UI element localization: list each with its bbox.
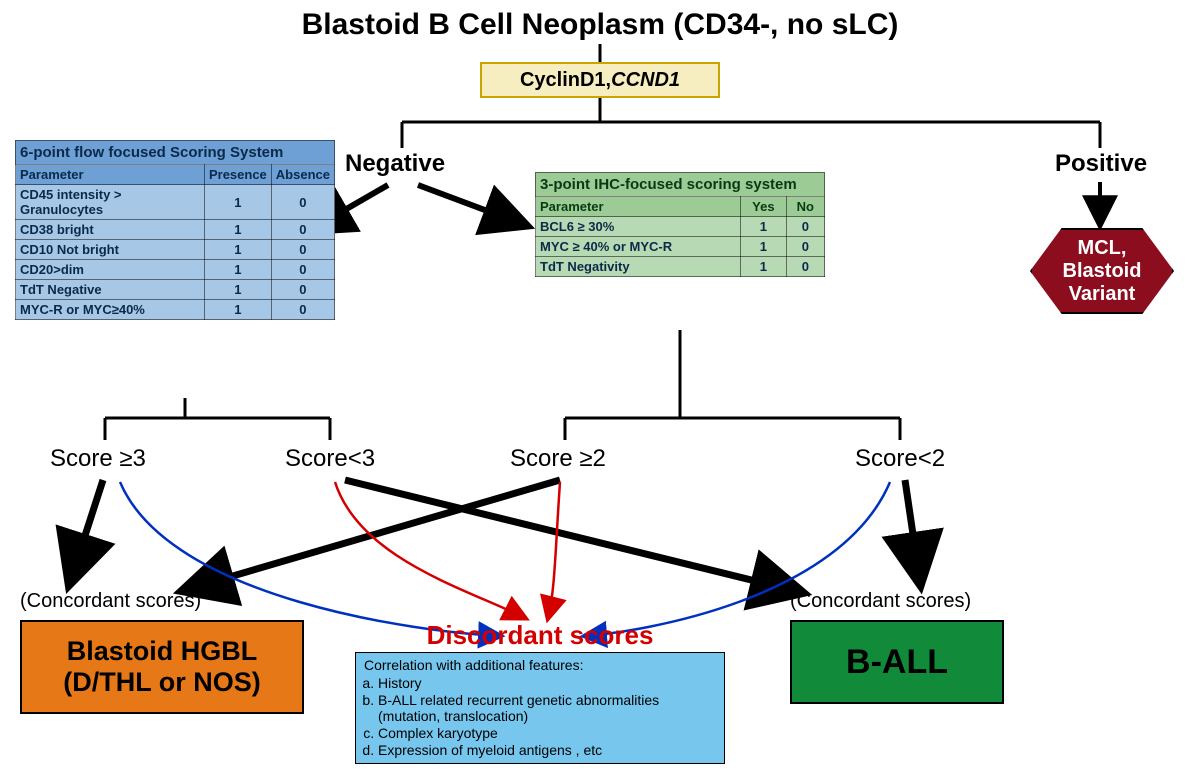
sys3-r1c2: 0	[786, 237, 824, 257]
sys6-r3c2: 0	[271, 260, 334, 280]
sys3-r2c1: 1	[741, 257, 787, 277]
cyclin-box: CyclinD1, CCND1	[480, 62, 720, 98]
details-item-0: History	[378, 675, 716, 691]
details-header: Correlation with additional features:	[364, 657, 716, 673]
hex-mcl: MCL, Blastoid Variant	[1030, 228, 1174, 314]
sys6-r4c0: TdT Negative	[16, 280, 205, 300]
score-3-hi: Score ≥2	[510, 445, 606, 473]
details-item-2: Complex karyotype	[378, 725, 716, 741]
sys6-container: 6-point flow focused Scoring System Para…	[15, 140, 335, 320]
sys6-r2c2: 0	[271, 240, 334, 260]
sys6-h2: Absence	[271, 165, 334, 185]
sys3-h2: No	[786, 197, 824, 217]
diagram-title: Blastoid B Cell Neoplasm (CD34-, no sLC)	[0, 8, 1200, 42]
sys6-r1c0: CD38 bright	[16, 220, 205, 240]
sys6-r5c1: 1	[204, 300, 271, 320]
score-6-hi: Score ≥3	[50, 445, 146, 473]
sys6-r3c0: CD20>dim	[16, 260, 205, 280]
sys3-r2c2: 0	[786, 257, 824, 277]
sys6-h1: Presence	[204, 165, 271, 185]
sys6-r0c0: CD45 intensity > Granulocytes	[16, 185, 205, 220]
branch-positive: Positive	[1055, 150, 1147, 178]
sys3-r2c0: TdT Negativity	[536, 257, 741, 277]
sys3-r0c1: 1	[741, 217, 787, 237]
sys6-title: 6-point flow focused Scoring System	[15, 140, 335, 164]
concordant-right: (Concordant scores)	[790, 590, 971, 613]
branch-negative: Negative	[345, 150, 445, 178]
details-item-3: Expression of myeloid antigens , etc	[378, 742, 716, 758]
sys6-r0c2: 0	[271, 185, 334, 220]
cyclin-label-plain: CyclinD1,	[520, 69, 611, 92]
hex-line1: MCL,	[1078, 237, 1127, 259]
sys6-r4c2: 0	[271, 280, 334, 300]
sys3-title: 3-point IHC-focused scoring system	[535, 172, 825, 196]
sys6-r4c1: 1	[204, 280, 271, 300]
details-list: History B-ALL related recurrent genetic …	[378, 675, 716, 758]
details-item-1: B-ALL related recurrent genetic abnormal…	[378, 692, 716, 724]
sys6-r1c1: 1	[204, 220, 271, 240]
sys6-r5c2: 0	[271, 300, 334, 320]
sys3-r1c1: 1	[741, 237, 787, 257]
concordant-left: (Concordant scores)	[20, 590, 201, 613]
sys3-r0c0: BCL6 ≥ 30%	[536, 217, 741, 237]
sys3-table: Parameter Yes No BCL6 ≥ 30%10 MYC ≥ 40% …	[535, 196, 825, 277]
sys3-r1c0: MYC ≥ 40% or MYC-R	[536, 237, 741, 257]
hex-line2: Blastoid	[1063, 260, 1142, 282]
sys6-r1c2: 0	[271, 220, 334, 240]
sys6-r5c0: MYC-R or MYC≥40%	[16, 300, 205, 320]
sys6-table: Parameter Presence Absence CD45 intensit…	[15, 164, 335, 320]
sys3-r0c2: 0	[786, 217, 824, 237]
sys3-h1: Yes	[741, 197, 787, 217]
score-3-lo: Score<2	[855, 445, 945, 473]
outcome-ball: B-ALL	[790, 620, 1004, 704]
discordant-title: Discordant scores	[400, 620, 680, 651]
hex-line3: Variant	[1069, 283, 1136, 305]
sys3-h0: Parameter	[536, 197, 741, 217]
sys6-h0: Parameter	[16, 165, 205, 185]
sys6-r3c1: 1	[204, 260, 271, 280]
outcome-hgbl: Blastoid HGBL (D/THL or NOS)	[20, 620, 304, 714]
sys6-r2c1: 1	[204, 240, 271, 260]
score-6-lo: Score<3	[285, 445, 375, 473]
sys3-container: 3-point IHC-focused scoring system Param…	[535, 172, 825, 277]
sys6-r2c0: CD10 Not bright	[16, 240, 205, 260]
cyclin-label-italic: CCND1	[611, 69, 680, 92]
details-box: Correlation with additional features: Hi…	[355, 652, 725, 764]
sys6-r0c1: 1	[204, 185, 271, 220]
